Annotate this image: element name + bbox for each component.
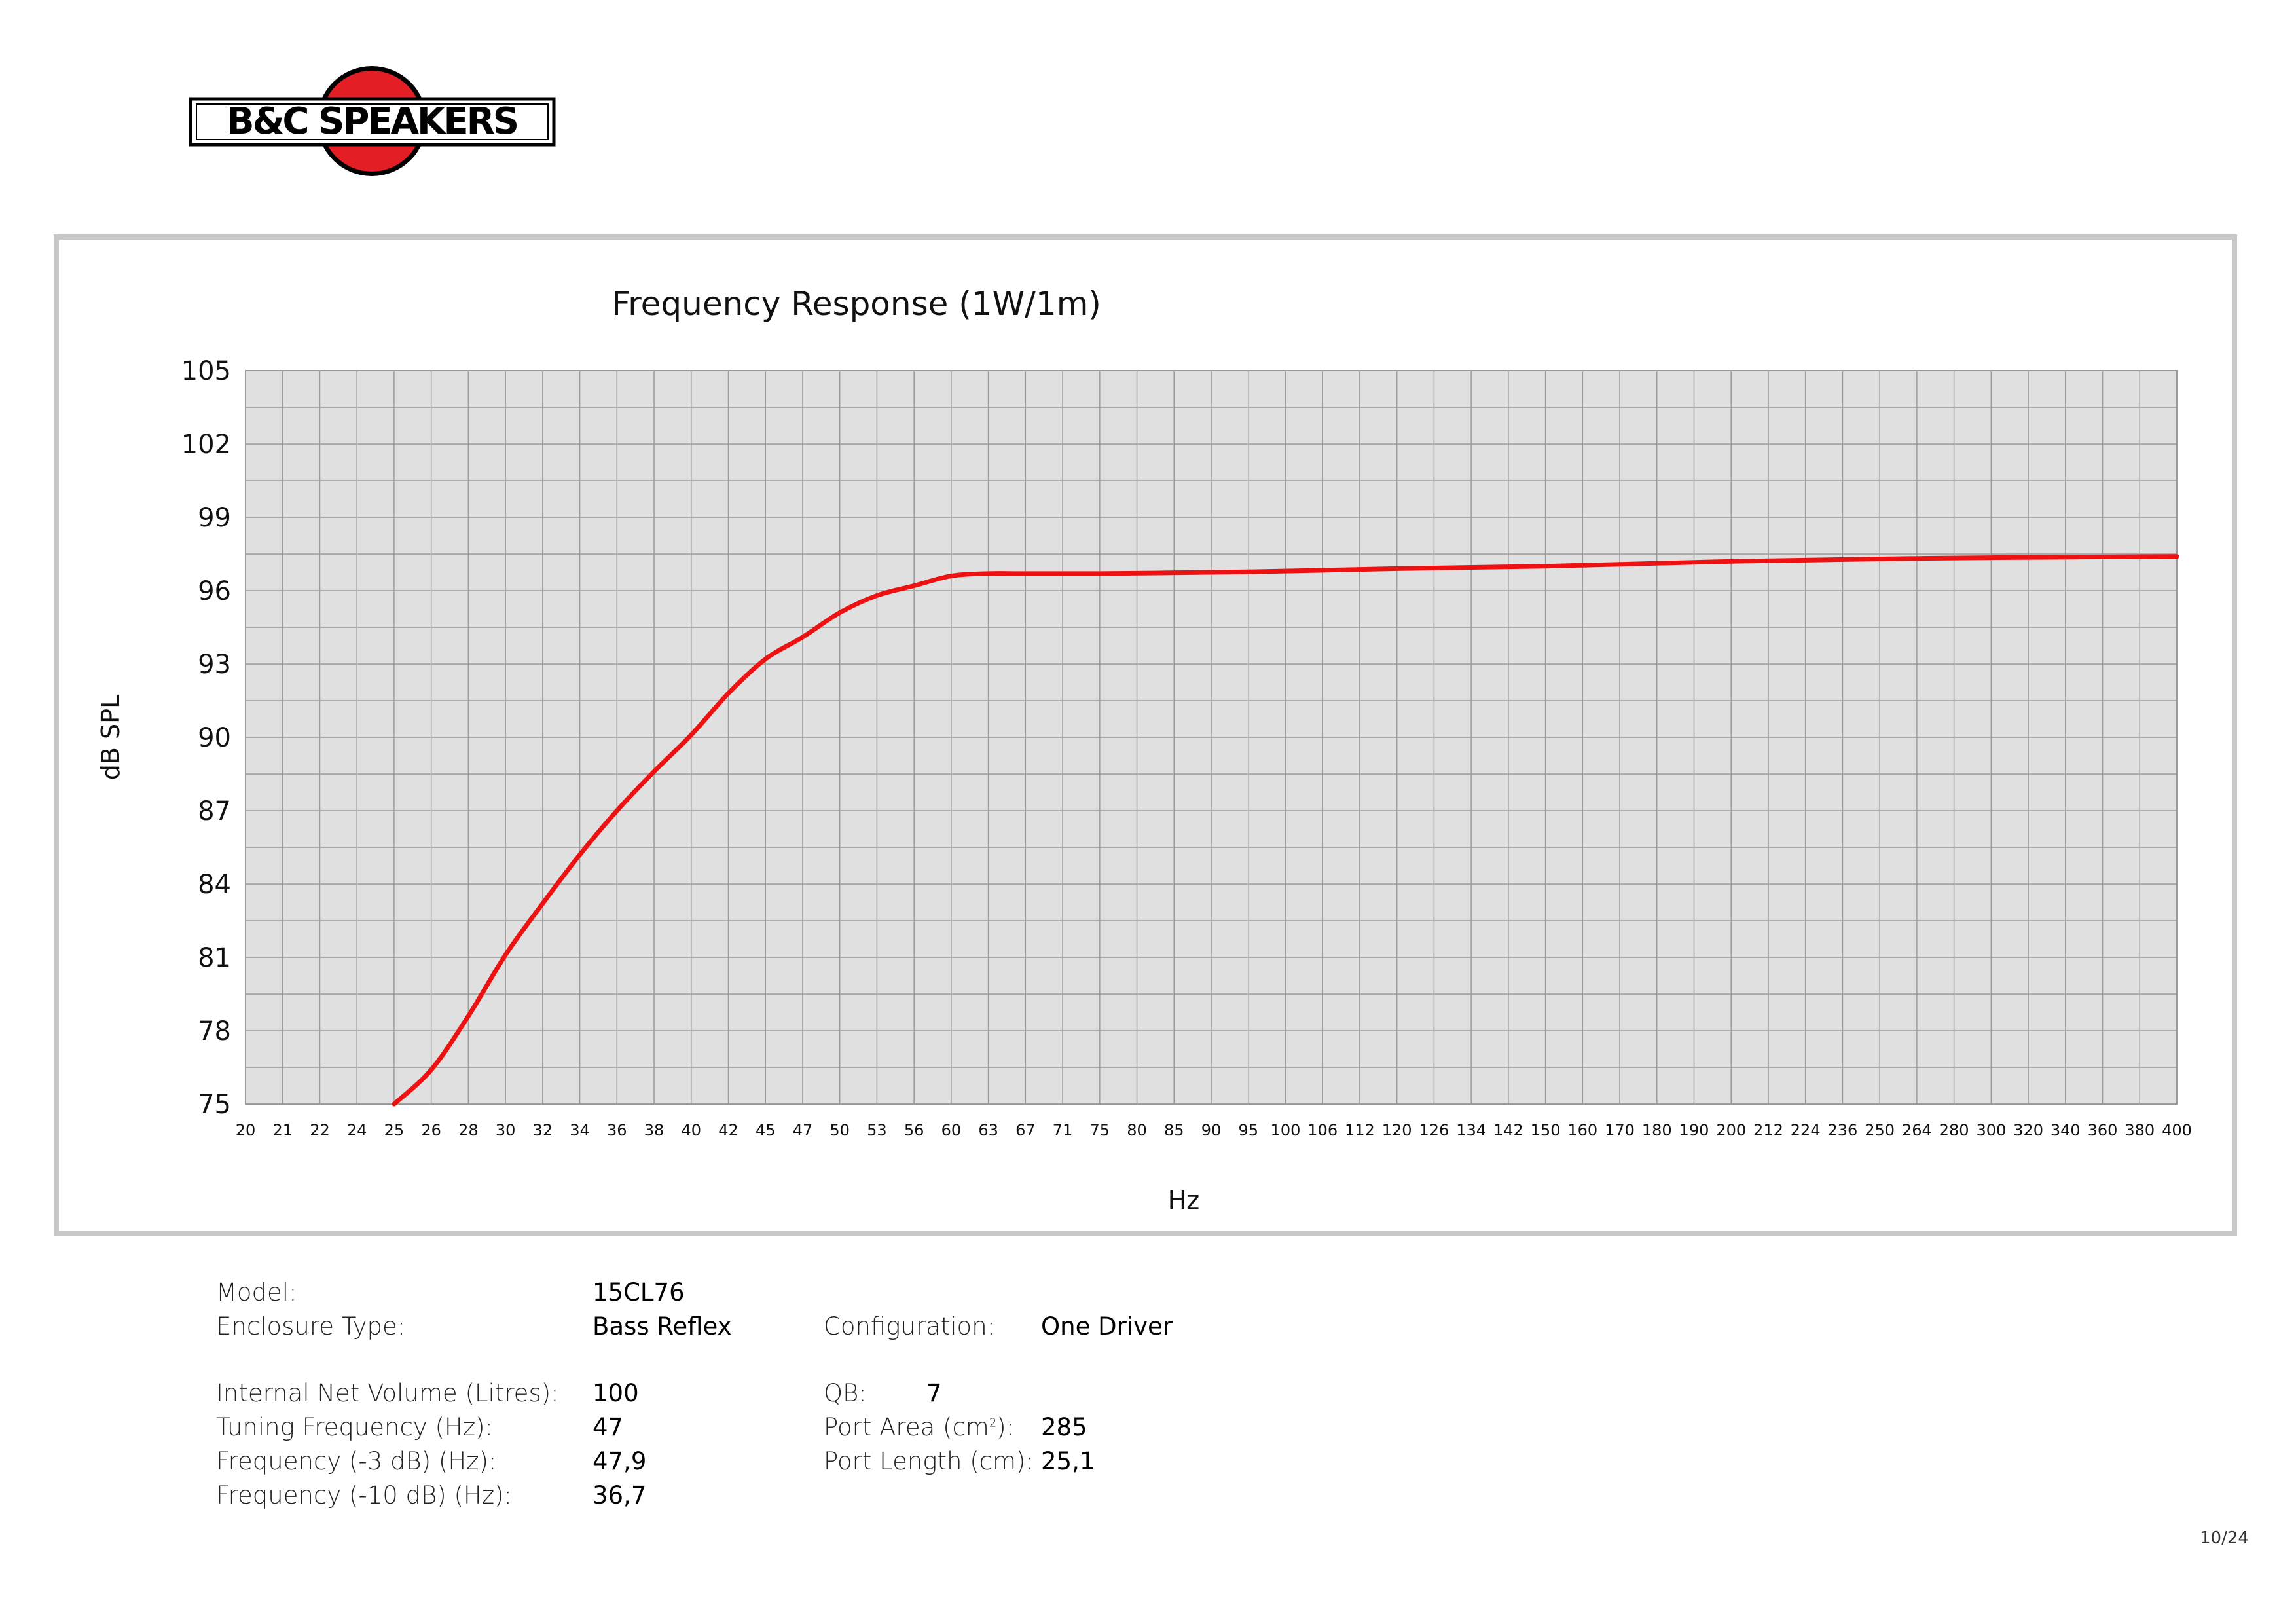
plot-frame bbox=[245, 370, 2178, 1105]
x-tick-label: 60 bbox=[941, 1121, 962, 1139]
x-tick-label: 47 bbox=[793, 1121, 813, 1139]
x-tick-label: 56 bbox=[904, 1121, 924, 1139]
x-tick-label: 42 bbox=[718, 1121, 738, 1139]
f10-label: Frequency (-10 dB) (Hz): bbox=[216, 1481, 513, 1509]
x-tick-labels: 20 21 22 24 25 26 28 30 32 34 36 38 40 42 45 47 50 53 56 60… bbox=[236, 1121, 2192, 1139]
x-tick-label: 40 bbox=[681, 1121, 701, 1139]
x-tick-label: 190 bbox=[1679, 1121, 1709, 1139]
x-tick-label: 134 bbox=[1456, 1121, 1486, 1139]
x-tick-label: 67 bbox=[1015, 1121, 1036, 1139]
f3-label: Frequency (-3 dB) (Hz): bbox=[216, 1447, 497, 1475]
bc-speakers-logo: B&C SPEAKERS bbox=[187, 64, 560, 179]
tuning-label: Tuning Frequency (Hz): bbox=[216, 1413, 494, 1441]
x-tick-label: 95 bbox=[1238, 1121, 1258, 1139]
y-tick-label: 99 bbox=[198, 503, 231, 533]
x-tick-label: 24 bbox=[347, 1121, 367, 1139]
f3-value: 47,9 bbox=[592, 1447, 647, 1475]
y-tick-labels: 105 102 99 96 93 90 87 84 81 78 75 bbox=[181, 356, 231, 1120]
x-tick-label: 150 bbox=[1531, 1121, 1561, 1139]
y-axis-label: dB SPL bbox=[96, 695, 125, 780]
y-tick-label: 78 bbox=[198, 1016, 231, 1046]
frequency-response-chart: Frequency Response (1W/1m) 105 102 99 96 93 9… bbox=[96, 285, 2192, 1215]
page-number: 10/24 bbox=[2200, 1528, 2249, 1548]
x-tick-label: 224 bbox=[1791, 1121, 1821, 1139]
x-tick-label: 45 bbox=[756, 1121, 776, 1139]
x-tick-label: 28 bbox=[458, 1121, 479, 1139]
x-tick-label: 80 bbox=[1127, 1121, 1147, 1139]
x-tick-label: 75 bbox=[1090, 1121, 1110, 1139]
model-label: Model: bbox=[216, 1278, 297, 1306]
x-tick-label: 264 bbox=[1902, 1121, 1932, 1139]
x-tick-label: 380 bbox=[2124, 1121, 2155, 1139]
port-length-label: Port Length (cm): bbox=[824, 1447, 1034, 1475]
configuration-value: One Driver bbox=[1041, 1312, 1173, 1340]
y-tick-label: 105 bbox=[181, 356, 231, 386]
volume-label: Internal Net Volume (Litres): bbox=[216, 1379, 559, 1407]
y-tick-label: 84 bbox=[198, 870, 231, 900]
y-tick-label: 81 bbox=[198, 943, 231, 973]
x-tick-label: 85 bbox=[1164, 1121, 1184, 1139]
x-tick-label: 25 bbox=[384, 1121, 405, 1139]
logo-wordmark: B&C SPEAKERS bbox=[227, 100, 517, 143]
x-tick-label: 90 bbox=[1201, 1121, 1222, 1139]
y-tick-label: 90 bbox=[198, 723, 231, 753]
enclosure-label: Enclosure Type: bbox=[216, 1312, 406, 1340]
x-tick-label: 120 bbox=[1382, 1121, 1412, 1139]
x-tick-label: 320 bbox=[2013, 1121, 2043, 1139]
x-tick-label: 32 bbox=[533, 1121, 553, 1139]
f10-value: 36,7 bbox=[592, 1481, 647, 1509]
x-tick-label: 71 bbox=[1053, 1121, 1073, 1139]
x-tick-label: 212 bbox=[1753, 1121, 1783, 1139]
x-tick-label: 50 bbox=[829, 1121, 850, 1139]
x-tick-label: 30 bbox=[496, 1121, 516, 1139]
port-length-value: 25,1 bbox=[1041, 1447, 1095, 1475]
x-tick-label: 22 bbox=[310, 1121, 330, 1139]
x-tick-label: 160 bbox=[1567, 1121, 1597, 1139]
x-tick-label: 250 bbox=[1865, 1121, 1895, 1139]
y-tick-label: 75 bbox=[198, 1090, 231, 1120]
x-tick-label: 38 bbox=[644, 1121, 665, 1139]
x-tick-label: 200 bbox=[1716, 1121, 1746, 1139]
x-tick-label: 180 bbox=[1642, 1121, 1672, 1139]
x-tick-label: 400 bbox=[2162, 1121, 2192, 1139]
tuning-value: 47 bbox=[592, 1413, 624, 1441]
chart-title: Frequency Response (1W/1m) bbox=[611, 285, 1101, 323]
x-tick-label: 20 bbox=[236, 1121, 256, 1139]
x-tick-label: 126 bbox=[1419, 1121, 1449, 1139]
x-axis-label: Hz bbox=[1168, 1186, 1200, 1215]
port-area-value: 285 bbox=[1041, 1413, 1087, 1441]
configuration-label: Configuration: bbox=[824, 1312, 996, 1340]
x-tick-label: 360 bbox=[2088, 1121, 2118, 1139]
x-tick-label: 280 bbox=[1939, 1121, 1969, 1139]
grid-lines bbox=[245, 370, 2178, 1105]
x-tick-label: 112 bbox=[1345, 1121, 1375, 1139]
qb-label: QB: bbox=[824, 1379, 867, 1407]
y-tick-label: 93 bbox=[198, 650, 231, 680]
qb-value: 7 bbox=[926, 1379, 942, 1407]
x-tick-label: 300 bbox=[1976, 1121, 2006, 1139]
chart-panel: Frequency Response (1W/1m) 105 102 99 96 93 9… bbox=[54, 234, 2237, 1236]
x-tick-label: 34 bbox=[570, 1121, 590, 1139]
model-value: 15CL76 bbox=[592, 1278, 685, 1306]
x-tick-label: 142 bbox=[1493, 1121, 1523, 1139]
series-line bbox=[392, 554, 2179, 1107]
x-tick-label: 340 bbox=[2050, 1121, 2081, 1139]
x-tick-label: 53 bbox=[867, 1121, 887, 1139]
volume-value: 100 bbox=[592, 1379, 639, 1407]
x-tick-label: 63 bbox=[978, 1121, 998, 1139]
x-tick-label: 170 bbox=[1605, 1121, 1635, 1139]
y-tick-label: 96 bbox=[198, 576, 231, 606]
x-tick-label: 26 bbox=[421, 1121, 441, 1139]
x-tick-label: 106 bbox=[1307, 1121, 1338, 1139]
x-tick-label: 236 bbox=[1828, 1121, 1858, 1139]
y-tick-label: 87 bbox=[198, 796, 231, 826]
y-tick-label: 102 bbox=[181, 430, 231, 460]
enclosure-value: Bass Reflex bbox=[592, 1312, 732, 1340]
x-tick-label: 21 bbox=[272, 1121, 293, 1139]
port-area-label: Port Area (cm2): bbox=[824, 1413, 1015, 1441]
x-tick-label: 100 bbox=[1271, 1121, 1301, 1139]
port-area-superscript: 2 bbox=[989, 1416, 997, 1430]
x-tick-label: 36 bbox=[607, 1121, 627, 1139]
